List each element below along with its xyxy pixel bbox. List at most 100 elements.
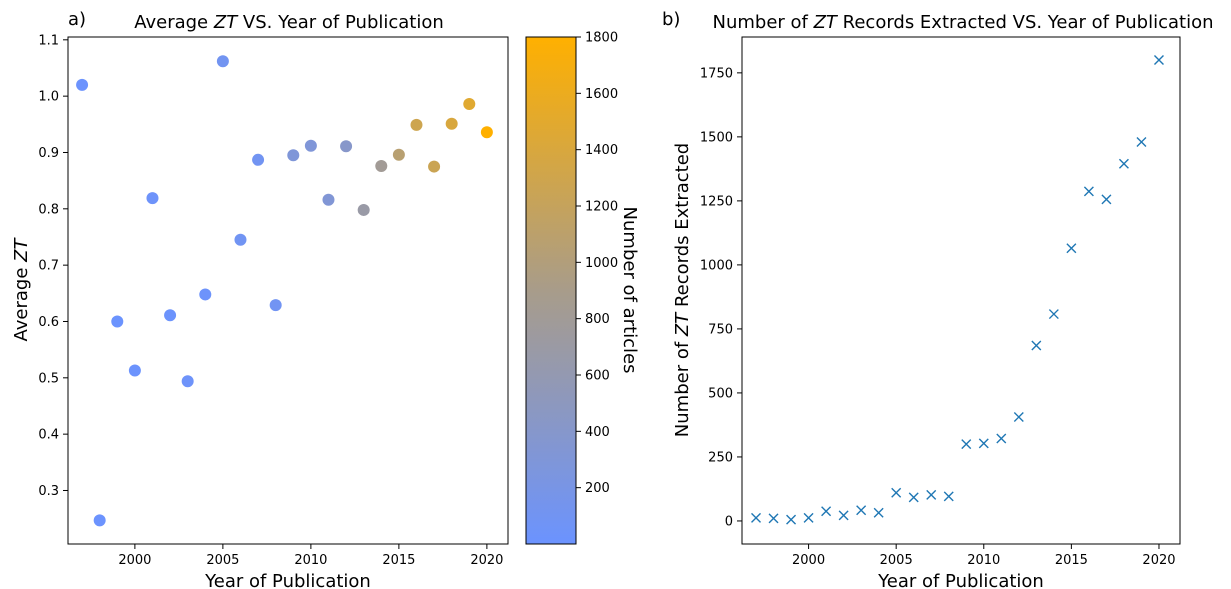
panel-a-y-ticks: 0.3 0.4 0.5 0.6 0.7 0.8 0.9 1.0 1.1 [38,33,68,499]
panel-a-data-point [480,126,493,139]
panel-b-scatter: b) Number of ZT Records Extracted VS. Ye… [662,9,1214,589]
panel-a-y-tick-label: 0.9 [38,146,59,161]
panel-b-data-point [961,439,972,450]
panel-a-data-point [216,55,229,68]
panel-b-data-point [768,513,779,524]
panel-a-title-italic: ZT [213,12,239,33]
panel-a-y-tick-label: 0.8 [38,202,59,217]
panel-a-data-point [181,375,194,388]
panel-b-data-point [978,438,989,449]
panel-b-ylabel-italic: ZT [672,311,693,337]
panel-b-x-tick-label: 2000 [792,553,825,568]
panel-a-data-point [340,140,353,153]
panel-b-x-tick-label: 2010 [967,553,1000,568]
colorbar-tick-label: 600 [585,369,610,384]
panel-b-title: Number of ZT Records Extracted VS. Year … [712,12,1213,33]
panel-b-y-tick-label: 1250 [700,194,733,209]
panel-b-letter: b) [662,9,680,30]
panel-a-data-point [287,149,300,162]
panel-a-y-tick-label: 1.0 [38,90,59,105]
panel-b-plot-area [741,36,1181,545]
panel-a-data-point [146,192,159,205]
colorbar-tick-label: 1600 [585,87,618,102]
panel-a-data-point [93,514,106,527]
panel-b-y-tick-label: 750 [708,322,733,337]
panel-a-x-tick-label: 2015 [382,553,415,568]
colorbar-tick-label: 1800 [585,31,618,46]
colorbar-tick-label: 400 [585,425,610,440]
panel-b-data-point [1101,194,1112,205]
panel-a-x-tick-label: 2010 [294,553,327,568]
panel-a-data-point [252,153,265,166]
panel-a-y-tick-label: 0.3 [38,484,59,499]
panel-b-title-suffix: Records Extracted VS. Year of Publicatio… [837,12,1214,33]
panel-a-data-point [304,139,317,152]
panel-a-ylabel-italic: ZT [11,237,32,263]
colorbar-tick-label: 200 [585,481,610,496]
panel-b-x-ticks: 2000 2005 2010 2015 2020 [792,544,1176,568]
panel-b-data-point [1153,55,1164,66]
panel-a-data-point [428,160,441,173]
panel-a-plot-area [67,36,509,545]
panel-b-x-axis-label: Year of Publication [877,571,1044,589]
colorbar-tick-label: 800 [585,312,610,327]
panel-a-data-point [111,315,124,328]
panel-b-x-tick-label: 2005 [880,553,913,568]
panel-a-x-ticks: 2000 2005 2010 2015 2020 [118,544,503,568]
panel-a-title-suffix: VS. Year of Publication [237,12,444,33]
panel-b-data-point [821,506,832,517]
panel-a-letter: a) [68,9,86,30]
panel-b-data-point [873,507,884,518]
panel-b-ylabel-prefix: Number of [672,336,693,437]
colorbar-tick-label: 1200 [585,200,618,215]
panel-b-y-tick-label: 1000 [700,258,733,273]
panel-a-x-tick-label: 2020 [470,553,503,568]
panel-a-y-tick-label: 0.5 [38,371,59,386]
colorbar-tick-label: 1000 [585,256,618,271]
panel-a-title-prefix: Average [134,12,214,33]
panel-a-points [76,55,493,527]
panel-a-y-tick-label: 1.1 [38,33,59,48]
colorbar: 200 400 600 800 1000 1200 1400 1600 1800 Number … [525,31,640,545]
panel-b-y-ticks: 0 250 500 750 1000 1250 1500 1750 [700,66,742,529]
panel-b-data-point [1066,243,1077,254]
panel-a-y-axis-label: Average ZT [11,237,32,342]
panel-b-y-tick-label: 1750 [700,66,733,81]
panel-a-title: Average ZT VS. Year of Publication [134,12,444,33]
panel-b-title-italic: ZT [813,12,839,33]
panel-b-ylabel-suffix: Records Extracted [672,143,693,313]
panel-a-data-point [357,203,370,216]
panel-b-data-point [891,487,902,498]
colorbar-gradient [525,36,577,545]
panel-b-data-point [1013,411,1024,422]
panel-b-data-point [786,514,797,525]
panel-a-y-tick-label: 0.4 [38,428,59,443]
panel-a-data-point [375,160,388,173]
panel-a-data-point [234,233,247,246]
panel-a-x-tick-label: 2005 [206,553,239,568]
panel-b-data-point [1118,158,1129,169]
panel-b-data-point [1136,136,1147,147]
panel-a-y-tick-label: 0.6 [38,315,59,330]
panel-a-data-point [76,78,89,91]
panel-b-data-point [1048,309,1059,320]
panel-b-data-point [856,505,867,516]
panel-a-x-tick-label: 2000 [118,553,151,568]
panel-b-data-point [996,433,1007,444]
panel-a-data-point [269,299,282,312]
panel-b-data-point [751,512,762,523]
panel-a-x-axis-label: Year of Publication [204,571,371,589]
colorbar-tick-label: 1400 [585,143,618,158]
panel-b-x-tick-label: 2015 [1055,553,1088,568]
panel-b-data-point [943,491,954,502]
colorbar-label: Number of articles [619,207,640,374]
panel-b-y-tick-label: 500 [708,386,733,401]
panel-b-y-axis-label: Number of ZT Records Extracted [672,143,693,437]
panel-b-y-tick-label: 250 [708,450,733,465]
panel-a-data-point [322,193,335,206]
panel-b-points [751,55,1164,525]
panel-a-scatter: a) Average ZT VS. Year of Publication 20… [11,9,509,589]
colorbar-ticks: 200 400 600 800 1000 1200 1400 1600 1800 [576,31,618,496]
panel-a-data-point [199,288,212,301]
